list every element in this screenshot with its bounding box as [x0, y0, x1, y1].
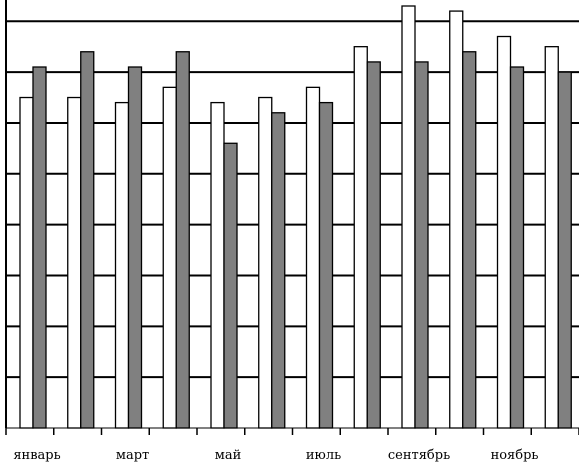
x-tick-label: июль: [306, 448, 341, 462]
bar: [557, 71, 572, 429]
bar: [67, 96, 82, 429]
bar: [19, 96, 34, 429]
x-tick-label: январь: [13, 448, 60, 462]
x-ticks: [5, 428, 579, 435]
x-tick-label: март: [116, 448, 149, 462]
bar: [544, 46, 559, 429]
bar: [366, 61, 381, 429]
bar: [271, 112, 286, 429]
bar: [401, 5, 416, 429]
bar: [318, 101, 334, 429]
bar: [162, 86, 177, 429]
bar: [114, 101, 130, 429]
bar: [449, 10, 464, 429]
bar: [127, 66, 143, 429]
bar: [210, 101, 225, 429]
bar: [80, 51, 95, 429]
bar: [223, 142, 238, 429]
bar: [509, 66, 525, 429]
x-tick-label: сентябрь: [388, 448, 450, 462]
bar: [496, 35, 512, 429]
bar: [258, 96, 273, 429]
x-tick-label: ноябрь: [491, 448, 539, 462]
bar: [32, 66, 47, 429]
bar: [175, 51, 190, 429]
bar: [462, 51, 477, 429]
x-tick-label: май: [215, 448, 242, 462]
bar: [414, 61, 429, 429]
gridlines: [6, 20, 579, 379]
x-tick-labels: январь март май июль сентябрь ноябрь: [13, 448, 538, 462]
bar: [305, 86, 321, 429]
bar: [353, 46, 368, 429]
bars: [19, 5, 572, 429]
